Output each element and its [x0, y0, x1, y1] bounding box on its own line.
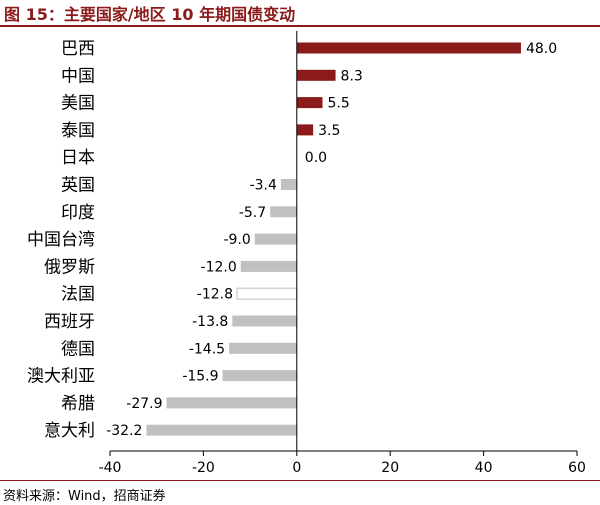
bar-9 — [240, 260, 297, 272]
bar-7 — [270, 206, 297, 218]
bar-10 — [236, 287, 298, 300]
title-divider — [0, 25, 600, 27]
value-label-6: -3.4 — [250, 178, 277, 194]
bar-3 — [296, 97, 323, 109]
value-label-1: 48.0 — [526, 41, 557, 57]
bar-14 — [166, 397, 297, 409]
bar-chart: 48.0 8.3 5.5 3.5 0.0 -3.4 -5.7 -9.0 -12.0 -12.8 -1… — [27, 31, 586, 476]
bar-15 — [146, 424, 297, 436]
category-label-7: 印度 — [61, 203, 95, 223]
category-label-14: 希腊 — [61, 394, 95, 414]
category-label-5: 日本 — [61, 148, 95, 168]
category-label-2: 中国 — [61, 66, 95, 86]
category-label-9: 俄罗斯 — [44, 257, 95, 277]
value-label-13: -15.9 — [182, 369, 218, 385]
value-label-10: -12.8 — [197, 287, 233, 303]
category-label-10: 法国 — [61, 285, 95, 305]
value-labels-group: 48.0 8.3 5.5 3.5 0.0 -3.4 -5.7 -9.0 -12.0 -12.8 -1… — [106, 41, 557, 439]
bar-12 — [229, 342, 297, 354]
x-tick-label-5: 40 — [475, 460, 493, 476]
category-label-1: 巴西 — [61, 39, 95, 59]
value-label-2: 8.3 — [341, 68, 363, 84]
bar-6 — [280, 179, 297, 190]
x-tick-label-6: 60 — [568, 460, 586, 476]
bars-group — [146, 42, 521, 436]
category-label-13: 澳大利亚 — [27, 367, 95, 387]
value-label-8: -9.0 — [223, 232, 250, 248]
x-tick-label-2: -20 — [192, 460, 215, 476]
category-label-11: 西班牙 — [44, 312, 95, 332]
bar-4 — [296, 124, 314, 136]
value-label-14: -27.9 — [126, 396, 162, 412]
figure-title: 图 15：主要国家/地区 10 年期国债变动 — [4, 5, 296, 24]
value-label-9: -12.0 — [201, 259, 237, 275]
value-label-3: 5.5 — [327, 96, 349, 112]
x-ticks-group: -40 -20 0 20 40 60 — [99, 451, 586, 476]
bar-8 — [254, 233, 297, 245]
category-label-3: 美国 — [61, 94, 95, 114]
value-label-15: -32.2 — [106, 423, 142, 439]
x-tick-label-1: -40 — [99, 460, 122, 476]
category-label-8: 中国台湾 — [27, 230, 95, 250]
source-divider — [0, 480, 600, 481]
category-label-15: 意大利 — [44, 421, 95, 441]
category-label-4: 泰国 — [61, 121, 95, 141]
x-tick-label-4: 20 — [381, 460, 399, 476]
bar-2 — [296, 69, 336, 81]
bar-1 — [296, 42, 521, 54]
x-tick-label-3: 0 — [292, 460, 301, 476]
bar-11 — [232, 315, 297, 327]
value-label-11: -13.8 — [192, 314, 228, 330]
bar-13 — [222, 370, 297, 382]
value-label-12: -14.5 — [189, 341, 225, 357]
value-label-7: -5.7 — [239, 205, 266, 221]
category-label-6: 英国 — [61, 176, 95, 196]
value-label-4: 3.5 — [318, 123, 340, 139]
value-label-5: 0.0 — [305, 150, 327, 166]
category-label-12: 德国 — [61, 339, 95, 359]
source-note: 资料来源：Wind，招商证券 — [3, 489, 166, 504]
